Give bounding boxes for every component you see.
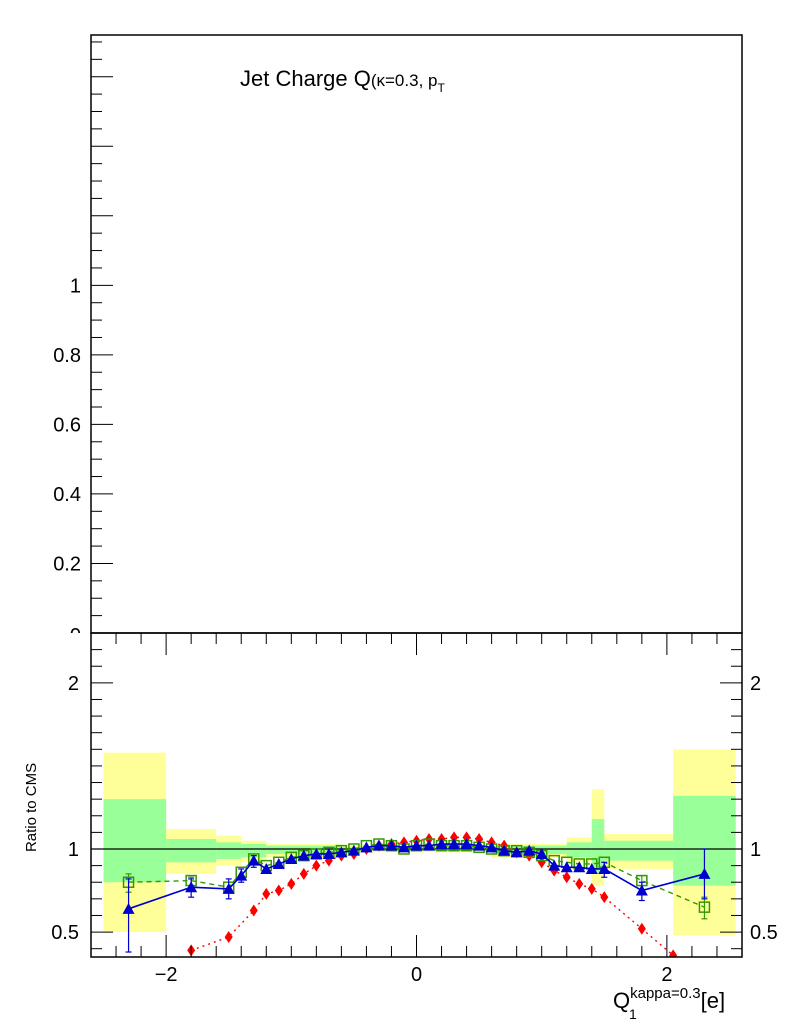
data-point-triangle xyxy=(285,852,298,864)
data-point-triangle xyxy=(423,839,436,851)
data-point-triangle xyxy=(473,839,486,851)
ratio-y-tick-label-right: 2 xyxy=(750,673,761,695)
ratio-y-tick-label-left: 0.5 xyxy=(51,922,79,944)
top-panel-frame xyxy=(90,34,743,634)
data-point-triangle xyxy=(310,847,323,859)
data-point-triangle xyxy=(698,867,711,879)
data-point-triangle xyxy=(235,869,248,881)
systematic-band-inner xyxy=(591,819,605,874)
x-axis-label-main: Q xyxy=(613,988,630,1013)
data-point-triangle xyxy=(585,862,598,874)
top-panel: 0.2 0.4 0.6 0.8 1 0 Jet Charge Q(κ=0.3, pT xyxy=(53,34,743,647)
chart-title-suffix: (κ=0.3, p xyxy=(371,71,438,90)
data-point-triangle xyxy=(410,839,423,851)
data-point-diamond xyxy=(224,931,233,944)
ratio-y-tick-label-right: 1 xyxy=(750,839,761,861)
data-point-diamond xyxy=(637,922,646,935)
data-point-triangle xyxy=(297,849,310,861)
data-point-triangle xyxy=(397,841,410,853)
systematic-band-inner xyxy=(566,842,592,858)
systematic-band-inner xyxy=(241,844,267,858)
data-point-diamond xyxy=(575,877,584,890)
data-point-triangle xyxy=(485,841,498,853)
data-point-triangle xyxy=(560,861,573,873)
data-point-diamond xyxy=(669,949,678,957)
data-point-triangle xyxy=(247,854,260,866)
data-point-triangle xyxy=(535,847,548,859)
data-point-diamond xyxy=(249,904,258,917)
data-point-diamond xyxy=(312,859,321,872)
data-point-diamond xyxy=(287,877,296,890)
ratio-panel-frame xyxy=(90,632,743,958)
chart-title-subscript: T xyxy=(437,81,445,95)
top-y-tick-label: 0.4 xyxy=(53,484,81,506)
x-axis-label-superscript: kappa=0.3 xyxy=(630,985,700,1002)
top-y-tick-label: 0 xyxy=(70,625,81,647)
data-point-square xyxy=(698,901,711,913)
data-point-triangle xyxy=(360,841,373,853)
data-point-triangle xyxy=(460,838,473,850)
data-point-triangle xyxy=(335,846,348,858)
systematic-band-inner xyxy=(216,842,242,859)
chart-title: Jet Charge Q(κ=0.3, pT xyxy=(240,66,445,95)
series-layer xyxy=(122,831,711,957)
ratio-y-tick-label-left: 2 xyxy=(68,673,79,695)
data-point-triangle xyxy=(598,862,611,874)
ratio-y-tick-label-right: 0.5 xyxy=(750,922,778,944)
x-axis-label: Qkappa=0.3[e] xyxy=(613,985,725,1013)
data-point-diamond xyxy=(537,856,546,869)
x-tick-label: 2 xyxy=(661,964,672,986)
ratio-y-axis-label: Ratio to CMS xyxy=(23,763,40,852)
data-point-triangle xyxy=(260,862,273,874)
x-tick-label: −2 xyxy=(155,964,178,986)
top-y-tick-labels: 0.2 0.4 0.6 0.8 1 0 xyxy=(53,275,81,647)
data-point-triangle xyxy=(222,882,235,894)
x-axis-label-unit: [e] xyxy=(701,988,725,1013)
chart-title-main: Jet Charge Q xyxy=(240,66,371,91)
data-point-triangle xyxy=(322,847,335,859)
top-y-tick-label: 1 xyxy=(70,275,81,297)
data-point-triangle xyxy=(347,844,360,856)
data-point-diamond xyxy=(262,887,271,900)
ratio-ticks xyxy=(90,632,743,957)
systematic-band-inner xyxy=(103,799,167,883)
data-point-diamond xyxy=(600,891,609,904)
data-point-triangle xyxy=(185,881,198,893)
ratio-y-tick-label-left: 1 xyxy=(68,839,79,861)
data-point-triangle xyxy=(510,846,523,858)
ratio-panel: 0.5 0.5 1 1 2 2 −2 0 2 Ratio to CMS Qkappa=0.3[e… xyxy=(23,632,778,1022)
data-point-triangle xyxy=(435,838,448,850)
data-point-diamond xyxy=(299,867,308,880)
data-point-diamond xyxy=(274,884,283,897)
top-y-ticks xyxy=(91,41,113,634)
x-tick-label: 0 xyxy=(411,964,422,986)
data-point-triangle xyxy=(122,902,135,914)
systematic-band-inner xyxy=(604,840,674,861)
ratio-tick-labels: 0.5 0.5 1 1 2 2 −2 0 2 xyxy=(51,673,778,986)
data-point-triangle xyxy=(448,838,461,850)
series-triangle xyxy=(122,838,711,953)
data-point-triangle xyxy=(498,844,511,856)
data-point-diamond xyxy=(562,871,571,884)
data-point-diamond xyxy=(587,882,596,895)
top-y-tick-label: 0.2 xyxy=(53,553,81,575)
top-y-tick-label: 0.6 xyxy=(53,414,81,436)
data-point-triangle xyxy=(635,884,648,896)
x-axis-label-subscript: 1 xyxy=(629,1006,637,1022)
systematic-band-inner xyxy=(166,839,217,863)
data-point-triangle xyxy=(385,839,398,851)
uncertainty-bands xyxy=(103,749,736,936)
data-point-triangle xyxy=(272,857,285,869)
data-point-triangle xyxy=(372,839,385,851)
data-point-triangle xyxy=(523,844,536,856)
top-y-tick-label: 0.8 xyxy=(53,345,81,367)
data-point-triangle xyxy=(573,861,586,873)
data-point-triangle xyxy=(548,859,561,871)
